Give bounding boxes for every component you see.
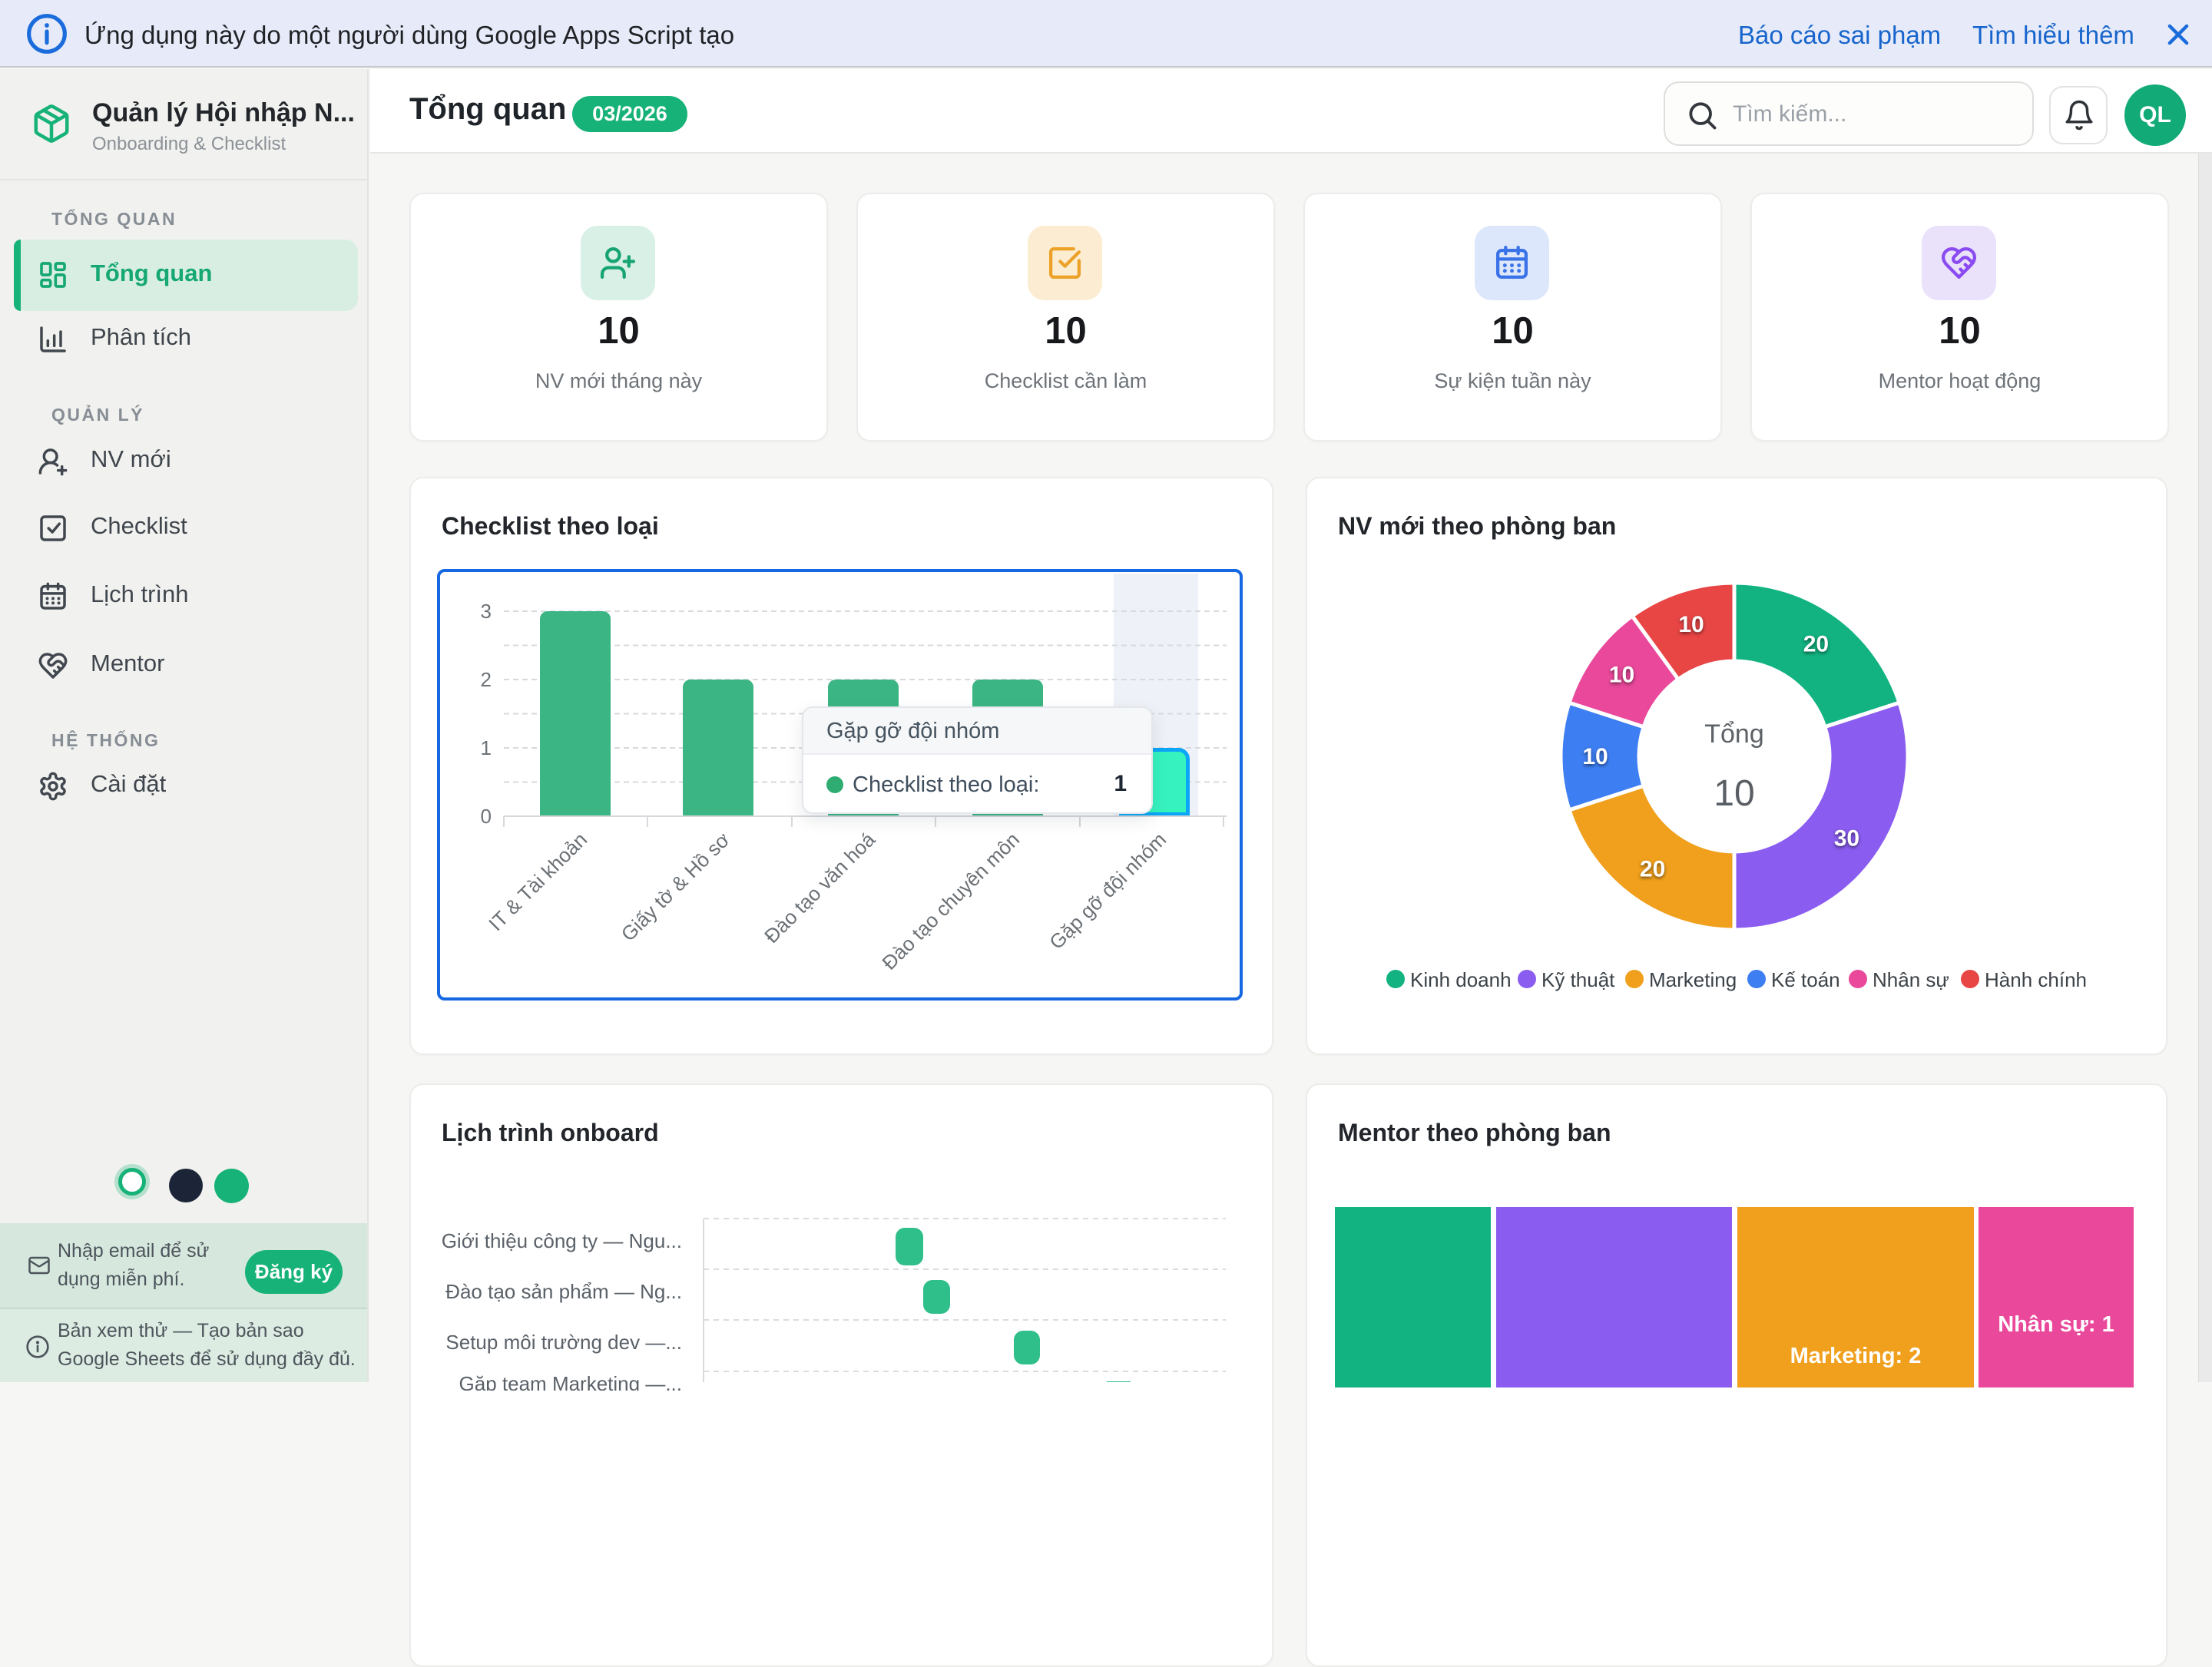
svg-text:10: 10 xyxy=(1582,744,1608,769)
svg-text:Gặp gỡ đội nhóm: Gặp gỡ đội nhóm xyxy=(1045,828,1171,954)
svg-text:Nhân sự: Nhân sự xyxy=(1873,968,1949,991)
svg-text:Đào tạo sản phẩm — Ng...: Đào tạo sản phẩm — Ng... xyxy=(445,1280,682,1303)
svg-text:Giới thiệu công ty — Ngu...: Giới thiệu công ty — Ngu... xyxy=(442,1229,682,1252)
svg-text:Kinh doanh: Kinh doanh xyxy=(1410,968,1512,991)
svg-text:Tổng: Tổng xyxy=(1704,719,1764,749)
svg-text:3: 3 xyxy=(481,600,492,623)
svg-text:Đào tạo văn hoá: Đào tạo văn hoá xyxy=(760,828,880,948)
svg-text:Gặp team Marketing —...: Gặp team Marketing —... xyxy=(459,1372,682,1391)
svg-text:Setup môi trường dev —...: Setup môi trường dev —... xyxy=(445,1331,682,1354)
svg-text:Marketing: Marketing xyxy=(1649,968,1737,991)
svg-text:30: 30 xyxy=(1834,825,1859,851)
svg-text:2: 2 xyxy=(481,668,492,691)
svg-text:10: 10 xyxy=(1609,663,1634,688)
svg-text:20: 20 xyxy=(1803,632,1829,657)
svg-text:10: 10 xyxy=(1678,612,1704,637)
svg-text:10: 10 xyxy=(1714,773,1754,814)
svg-text:Kế toán: Kế toán xyxy=(1771,968,1840,991)
svg-text:Kỹ thuật: Kỹ thuật xyxy=(1541,968,1615,991)
svg-text:Giấy tờ & Hồ sơ: Giấy tờ & Hồ sơ xyxy=(617,828,735,946)
svg-text:1: 1 xyxy=(481,736,492,759)
svg-text:Đào tạo chuyên môn: Đào tạo chuyên môn xyxy=(877,828,1024,974)
svg-text:20: 20 xyxy=(1640,856,1665,881)
svg-text:Hành chính: Hành chính xyxy=(1985,968,2087,991)
svg-text:IT & Tài khoản: IT & Tài khoản xyxy=(484,828,591,935)
svg-text:0: 0 xyxy=(481,805,492,828)
